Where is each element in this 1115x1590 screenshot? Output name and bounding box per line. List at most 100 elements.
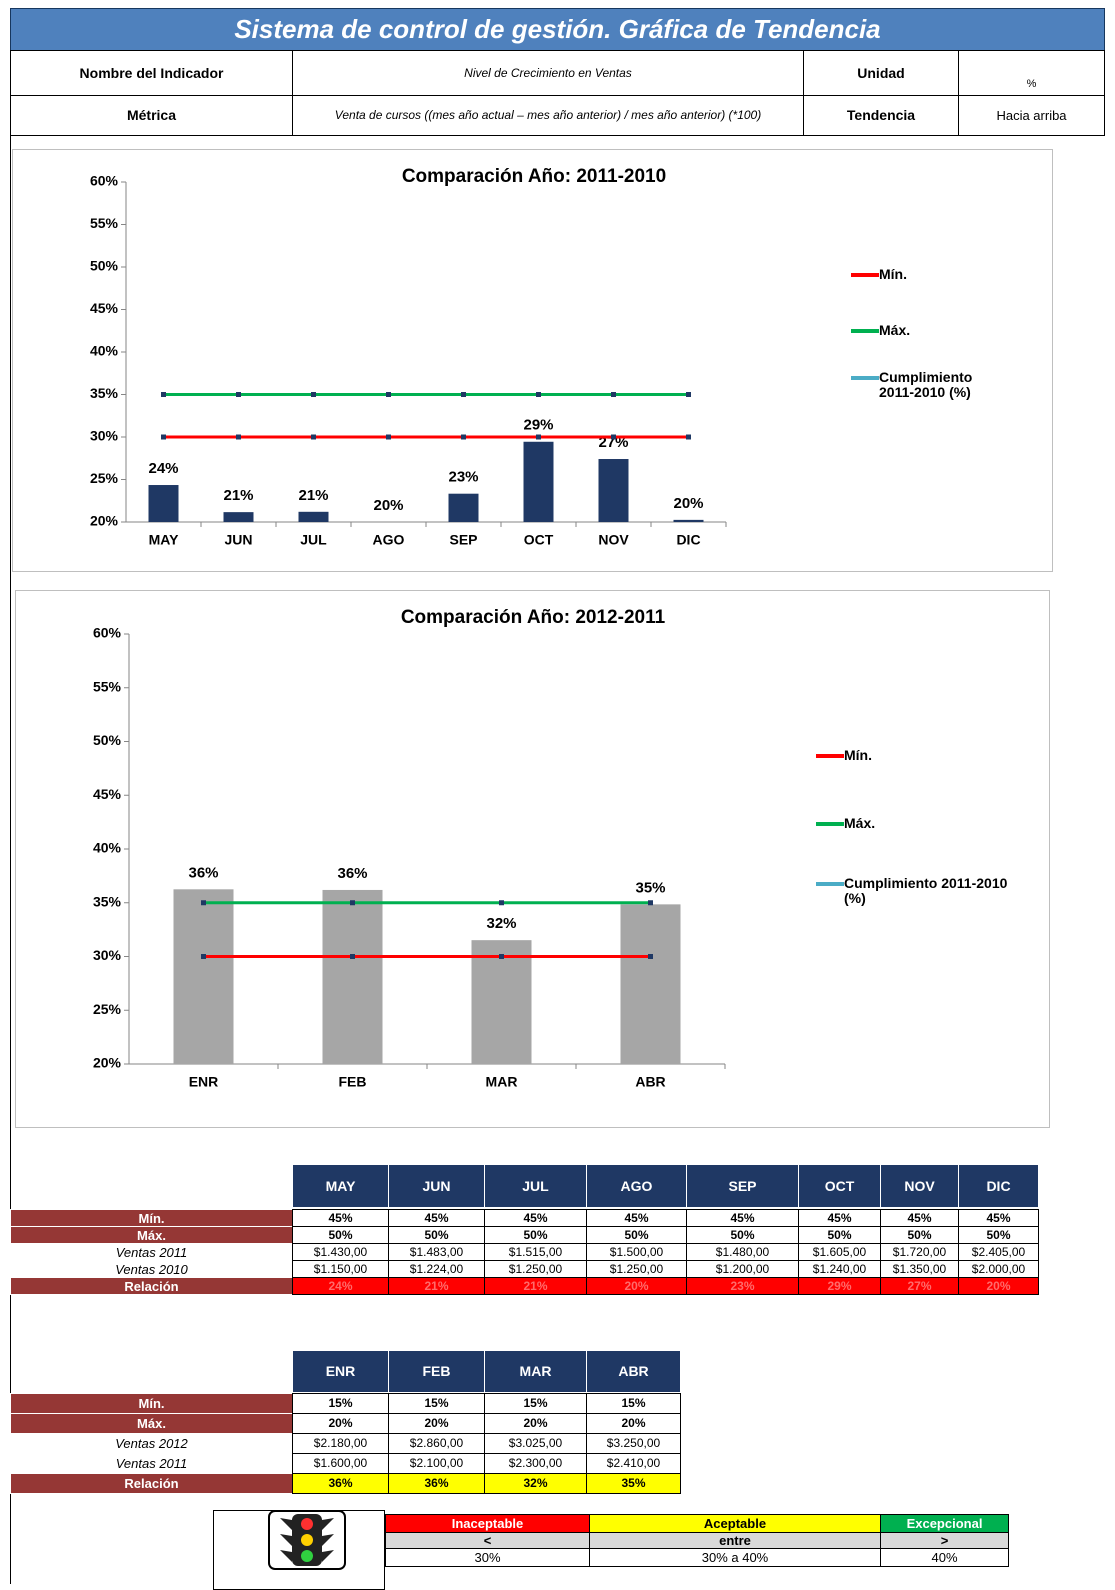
row-label: Ventas 2012 (10, 1433, 293, 1454)
row-label: Mín. (10, 1209, 293, 1227)
light-visor (280, 1518, 334, 1562)
column-header: ABR (586, 1350, 681, 1393)
line-marker (686, 392, 691, 397)
line-marker (611, 392, 616, 397)
data-cell: 35% (586, 1473, 681, 1494)
data-cell: $1.250,00 (484, 1260, 587, 1278)
title-bar: Sistema de control de gestión. Gráfica d… (10, 8, 1105, 51)
column-header: MAR (484, 1350, 587, 1393)
data-cell: 50% (798, 1226, 881, 1244)
data-cell: 27% (880, 1277, 959, 1295)
data-cell: 24% (292, 1277, 389, 1295)
legend-label: Cumplimiento 2011-2010 (%) (879, 369, 973, 400)
line-marker (648, 900, 653, 906)
row-label: Ventas 2010 (10, 1260, 293, 1278)
x-tick-label: ENR (189, 1074, 219, 1090)
data-cell: $1.224,00 (388, 1260, 485, 1278)
x-tick-label: MAR (486, 1074, 518, 1090)
data-label: 20% (673, 495, 703, 512)
column-header: JUN (388, 1164, 485, 1208)
line-marker (386, 392, 391, 397)
legend-label: Cumplimiento 2011-2010 (%) (844, 875, 1008, 906)
data-cell: 36% (388, 1473, 485, 1494)
x-tick-label: MAY (149, 532, 179, 548)
data-label: 21% (223, 487, 253, 504)
data-cell: 20% (292, 1413, 389, 1434)
page-title: Sistema de control de gestión. Gráfica d… (234, 14, 881, 44)
data-cell: 15% (484, 1393, 587, 1414)
chart-svg: Comparación Año: 2012-2011 20% 25% 30% 35% 40… (93, 607, 726, 1090)
line-marker (686, 434, 691, 440)
threshold-operator: > (880, 1532, 1009, 1549)
data-cell: $2.180,00 (292, 1433, 389, 1454)
x-tick-label: FEB (339, 1074, 367, 1090)
data-label: 24% (148, 460, 178, 477)
column-header: NOV (880, 1164, 959, 1208)
y-tick-label: 25% (90, 470, 119, 486)
y-tick-label: 60% (93, 625, 122, 641)
legend-entry: Máx. (851, 323, 1001, 338)
data-label: 21% (298, 487, 328, 504)
data-cell: 45% (484, 1209, 587, 1227)
data-cell: $3.250,00 (586, 1433, 681, 1454)
column-header: MAY (292, 1164, 389, 1208)
threshold-header: Aceptable (589, 1514, 881, 1533)
frame-left (10, 8, 11, 1584)
chart: Comparación Año: 2011-2010 20% 25% 30% 35% 40… (12, 149, 1053, 572)
y-tick-label: 45% (90, 300, 119, 316)
y-tick-label: 30% (90, 428, 119, 444)
threshold-value: 40% (880, 1548, 1009, 1567)
header-cell: Nivel de Crecimiento en Ventas (292, 50, 804, 96)
data-cell: $1.515,00 (484, 1243, 587, 1261)
x-tick-label: AGO (373, 532, 405, 548)
x-tick-label: OCT (524, 532, 554, 548)
x-tick-label: JUL (300, 532, 327, 548)
data-cell: 50% (292, 1226, 389, 1244)
data-cell: 15% (388, 1393, 485, 1414)
y-tick-label: 30% (93, 947, 122, 963)
line-marker (499, 954, 504, 959)
data-label: 20% (373, 497, 403, 514)
line-marker (161, 434, 166, 440)
header-cell: Métrica (10, 95, 293, 136)
header-cell: Unidad (803, 50, 959, 96)
threshold-header: Inaceptable (385, 1514, 590, 1533)
threshold-header: Excepcional (880, 1514, 1009, 1533)
data-cell: $2.100,00 (388, 1453, 485, 1474)
light-red (301, 1518, 313, 1530)
legend-swatch (816, 882, 844, 886)
data-label: 36% (337, 865, 367, 882)
row-label: Relación (10, 1473, 293, 1494)
row-label: Máx. (10, 1413, 293, 1434)
line-marker (611, 434, 616, 440)
line-marker (648, 954, 653, 959)
column-header: AGO (586, 1164, 687, 1208)
bar (322, 889, 383, 1064)
legend-entry: Mín. (851, 267, 1001, 282)
data-label: 29% (523, 417, 553, 434)
data-cell: 50% (958, 1226, 1039, 1244)
data-cell: 45% (686, 1209, 799, 1227)
data-cell: 45% (388, 1209, 485, 1227)
line-marker (161, 392, 166, 397)
bar (298, 511, 329, 522)
y-tick-label: 20% (93, 1055, 122, 1071)
data-cell: 20% (958, 1277, 1039, 1295)
legend-label: Mín. (879, 266, 907, 282)
bar (148, 485, 179, 522)
data-cell: 20% (586, 1413, 681, 1434)
line-marker (461, 392, 466, 397)
y-tick-label: 50% (93, 732, 122, 748)
y-tick-label: 40% (93, 840, 122, 856)
header-cell: Tendencia (803, 95, 959, 136)
data-cell: 50% (484, 1226, 587, 1244)
data-cell: 50% (686, 1226, 799, 1244)
light-green (301, 1550, 313, 1562)
line-marker (461, 434, 466, 440)
chart-title: Comparación Año: 2012-2011 (401, 607, 666, 628)
bar (523, 441, 554, 522)
line-marker (201, 900, 206, 906)
data-cell: $1.605,00 (798, 1243, 881, 1261)
bar (471, 940, 532, 1064)
